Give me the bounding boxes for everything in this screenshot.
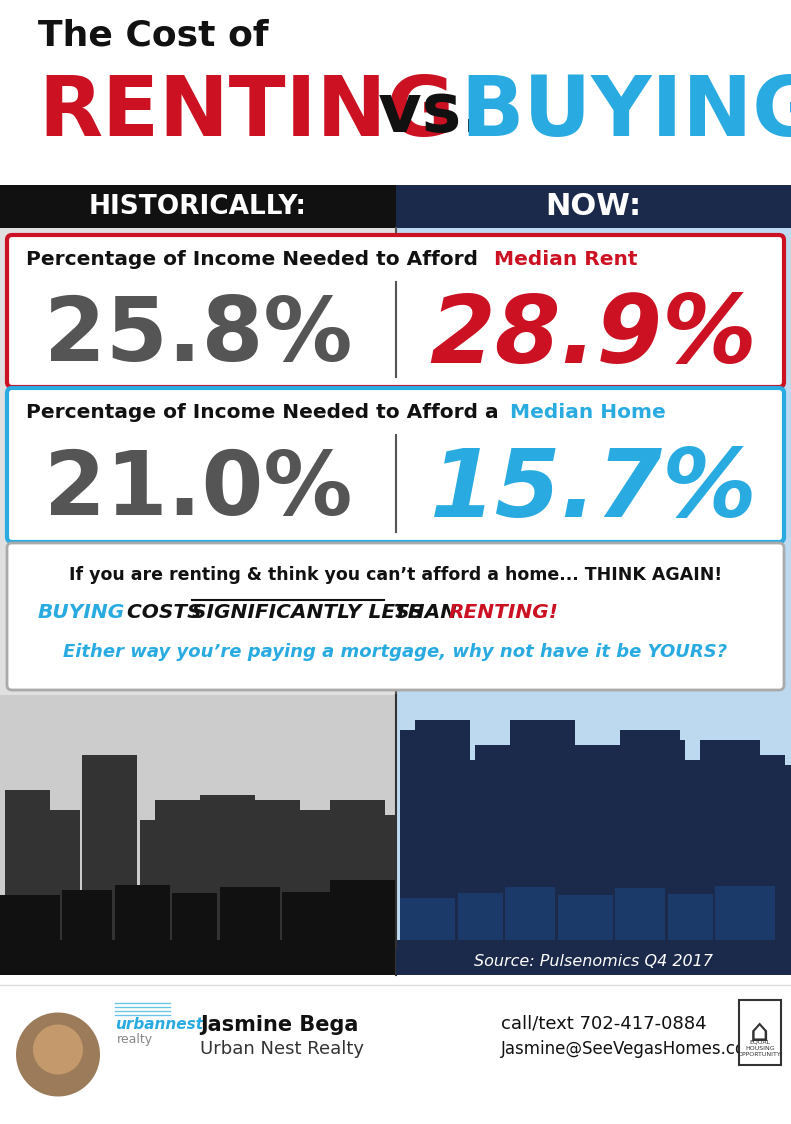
- Text: NOW:: NOW:: [546, 192, 642, 221]
- Bar: [0, 228, 396, 695]
- Bar: [155, 800, 205, 940]
- Text: THAN: THAN: [387, 602, 464, 622]
- Text: 15.7%: 15.7%: [430, 445, 757, 537]
- Bar: [200, 795, 255, 940]
- Bar: [668, 894, 713, 940]
- Bar: [5, 790, 50, 940]
- Bar: [460, 760, 495, 940]
- Bar: [310, 825, 345, 940]
- Bar: [475, 745, 525, 940]
- Text: COSTS: COSTS: [120, 602, 209, 622]
- Bar: [620, 729, 680, 940]
- Bar: [82, 755, 137, 940]
- Text: 28.9%: 28.9%: [430, 291, 757, 383]
- Bar: [525, 729, 570, 940]
- Bar: [558, 895, 613, 940]
- Text: realty: realty: [117, 1033, 153, 1046]
- Text: urbannest: urbannest: [115, 1017, 203, 1032]
- Bar: [396, 948, 791, 975]
- Bar: [0, 695, 396, 975]
- Bar: [50, 810, 80, 940]
- Text: ⌂: ⌂: [751, 1018, 770, 1046]
- Bar: [680, 760, 730, 940]
- Bar: [330, 880, 395, 940]
- Text: 21.0%: 21.0%: [44, 447, 352, 535]
- Bar: [172, 892, 217, 940]
- Text: The Cost of: The Cost of: [38, 18, 269, 52]
- Text: Jasmine Bega: Jasmine Bega: [200, 1015, 358, 1035]
- Bar: [505, 887, 555, 940]
- Circle shape: [16, 1013, 100, 1097]
- Text: Percentage of Income Needed to Afford a: Percentage of Income Needed to Afford a: [26, 404, 505, 422]
- Circle shape: [33, 1024, 83, 1075]
- Bar: [396, 185, 791, 228]
- Bar: [62, 890, 112, 940]
- Bar: [758, 765, 791, 940]
- Text: RENTING!: RENTING!: [449, 602, 559, 622]
- FancyBboxPatch shape: [7, 235, 784, 387]
- Bar: [740, 755, 785, 940]
- FancyBboxPatch shape: [7, 543, 784, 690]
- Text: EQUAL
HOUSING
OPPORTUNITY: EQUAL HOUSING OPPORTUNITY: [738, 1040, 782, 1057]
- Bar: [415, 720, 470, 940]
- Text: If you are renting & think you can’t afford a home... THINK AGAIN!: If you are renting & think you can’t aff…: [69, 566, 722, 584]
- Bar: [220, 887, 280, 940]
- Text: RENTING: RENTING: [38, 72, 455, 153]
- Text: Source: Pulsenomics Q4 2017: Source: Pulsenomics Q4 2017: [474, 954, 713, 969]
- Bar: [85, 760, 125, 940]
- Bar: [615, 888, 665, 940]
- Bar: [700, 740, 760, 940]
- Text: BUYING: BUYING: [460, 72, 791, 153]
- Text: 25.8%: 25.8%: [44, 293, 352, 381]
- Text: call/text 702-417-0884: call/text 702-417-0884: [501, 1015, 706, 1033]
- Bar: [240, 821, 270, 940]
- Bar: [330, 800, 385, 940]
- Bar: [510, 720, 575, 940]
- Bar: [396, 695, 791, 975]
- Text: vs.: vs.: [355, 80, 509, 146]
- Bar: [0, 940, 396, 975]
- Bar: [400, 898, 455, 940]
- Bar: [739, 1000, 781, 1066]
- Bar: [140, 821, 175, 940]
- Text: Median Home: Median Home: [510, 404, 666, 422]
- Text: BUYING: BUYING: [38, 602, 125, 622]
- Bar: [458, 892, 503, 940]
- Bar: [285, 810, 335, 940]
- Bar: [0, 895, 60, 940]
- Bar: [185, 830, 225, 940]
- Bar: [255, 800, 300, 940]
- Text: Percentage of Income Needed to Afford: Percentage of Income Needed to Afford: [26, 250, 485, 269]
- Bar: [640, 740, 685, 940]
- Text: SIGNIFICANTLY LESS: SIGNIFICANTLY LESS: [192, 602, 423, 622]
- Bar: [115, 885, 170, 940]
- Text: Urban Nest Realty: Urban Nest Realty: [200, 1040, 364, 1058]
- Bar: [355, 815, 395, 940]
- Bar: [400, 729, 440, 940]
- Text: Either way you’re paying a mortgage, why not have it be YOURS?: Either way you’re paying a mortgage, why…: [63, 643, 728, 661]
- Bar: [570, 745, 625, 940]
- Bar: [396, 940, 791, 975]
- Bar: [715, 886, 775, 940]
- Text: Jasmine@SeeVegasHomes.com: Jasmine@SeeVegasHomes.com: [501, 1040, 763, 1058]
- Text: HISTORICALLY:: HISTORICALLY:: [89, 193, 307, 219]
- Bar: [282, 892, 332, 940]
- Bar: [0, 0, 791, 185]
- Bar: [590, 755, 630, 940]
- Bar: [0, 185, 396, 228]
- Text: Median Rent: Median Rent: [494, 250, 638, 269]
- Bar: [396, 228, 791, 695]
- FancyBboxPatch shape: [7, 388, 784, 542]
